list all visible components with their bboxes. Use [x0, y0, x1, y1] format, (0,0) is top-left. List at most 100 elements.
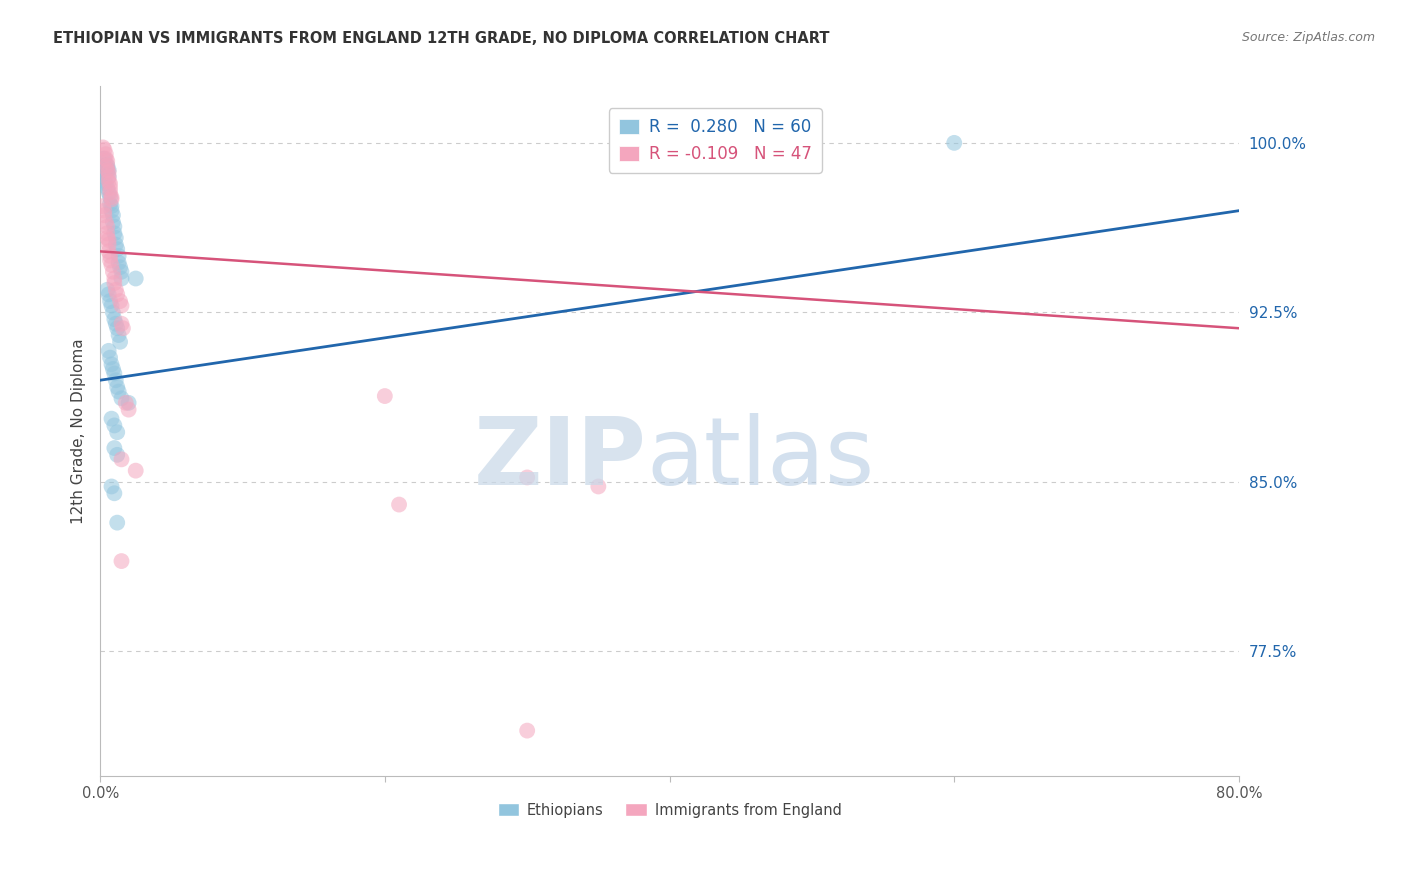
- Point: [388, 498, 411, 512]
- Point: [105, 242, 128, 256]
- Point: [101, 208, 124, 222]
- Point: [105, 380, 128, 394]
- Point: [98, 186, 121, 200]
- Point: [97, 287, 120, 301]
- Point: [97, 343, 120, 358]
- Point: [103, 219, 125, 234]
- Point: [107, 249, 129, 263]
- Point: [100, 190, 122, 204]
- Point: [100, 411, 122, 425]
- Point: [374, 389, 396, 403]
- Point: [96, 163, 118, 178]
- Point: [96, 283, 118, 297]
- Point: [96, 231, 118, 245]
- Point: [101, 362, 124, 376]
- Point: [110, 271, 132, 285]
- Point: [108, 334, 131, 349]
- Point: [97, 237, 120, 252]
- Point: [943, 136, 966, 150]
- Point: [96, 219, 118, 234]
- Point: [104, 283, 127, 297]
- Point: [100, 258, 122, 272]
- Point: [103, 227, 125, 241]
- Point: [117, 402, 139, 417]
- Text: atlas: atlas: [647, 413, 875, 505]
- Point: [98, 253, 121, 268]
- Point: [588, 479, 610, 493]
- Point: [103, 418, 125, 433]
- Point: [94, 152, 117, 166]
- Point: [98, 197, 121, 211]
- Point: [104, 373, 127, 387]
- Point: [103, 271, 125, 285]
- Point: [108, 294, 131, 309]
- Point: [117, 396, 139, 410]
- Point: [100, 193, 122, 207]
- Point: [97, 186, 120, 200]
- Point: [101, 215, 124, 229]
- Point: [104, 231, 127, 245]
- Point: [98, 190, 121, 204]
- Point: [516, 723, 538, 738]
- Point: [97, 169, 120, 184]
- Point: [98, 249, 121, 263]
- Point: [104, 317, 127, 331]
- Point: [94, 147, 117, 161]
- Point: [104, 237, 127, 252]
- Point: [94, 163, 117, 178]
- Y-axis label: 12th Grade, No Diploma: 12th Grade, No Diploma: [72, 338, 86, 524]
- Point: [97, 169, 120, 184]
- Point: [103, 276, 125, 290]
- Point: [105, 287, 128, 301]
- Point: [91, 199, 114, 213]
- Point: [105, 321, 128, 335]
- Point: [107, 328, 129, 343]
- Point: [110, 299, 132, 313]
- Point: [94, 215, 117, 229]
- Point: [100, 199, 122, 213]
- Point: [101, 265, 124, 279]
- Point: [96, 181, 118, 195]
- Point: [105, 425, 128, 440]
- Text: ETHIOPIAN VS IMMIGRANTS FROM ENGLAND 12TH GRADE, NO DIPLOMA CORRELATION CHART: ETHIOPIAN VS IMMIGRANTS FROM ENGLAND 12T…: [53, 31, 830, 46]
- Point: [96, 159, 118, 173]
- Point: [98, 294, 121, 309]
- Point: [103, 441, 125, 455]
- Point: [103, 367, 125, 381]
- Point: [114, 396, 136, 410]
- Point: [93, 203, 115, 218]
- Point: [101, 305, 124, 319]
- Point: [103, 486, 125, 500]
- Point: [105, 448, 128, 462]
- Point: [105, 516, 128, 530]
- Point: [111, 321, 134, 335]
- Point: [100, 203, 122, 218]
- Point: [97, 165, 120, 179]
- Point: [91, 152, 114, 166]
- Point: [97, 244, 120, 259]
- Point: [103, 312, 125, 326]
- Point: [125, 464, 148, 478]
- Point: [107, 255, 129, 269]
- Point: [94, 177, 117, 191]
- Text: ZIP: ZIP: [474, 413, 647, 505]
- Point: [97, 163, 120, 178]
- Point: [96, 227, 118, 241]
- Point: [93, 143, 115, 157]
- Point: [97, 233, 120, 247]
- Point: [107, 384, 129, 399]
- Point: [91, 169, 114, 184]
- Point: [91, 140, 114, 154]
- Point: [110, 317, 132, 331]
- Point: [96, 159, 118, 173]
- Point: [93, 159, 115, 173]
- Point: [100, 299, 122, 313]
- Point: [110, 392, 132, 406]
- Point: [93, 152, 115, 166]
- Point: [94, 159, 117, 173]
- Point: [98, 181, 121, 195]
- Point: [98, 177, 121, 191]
- Point: [96, 163, 118, 178]
- Point: [125, 271, 148, 285]
- Point: [516, 470, 538, 484]
